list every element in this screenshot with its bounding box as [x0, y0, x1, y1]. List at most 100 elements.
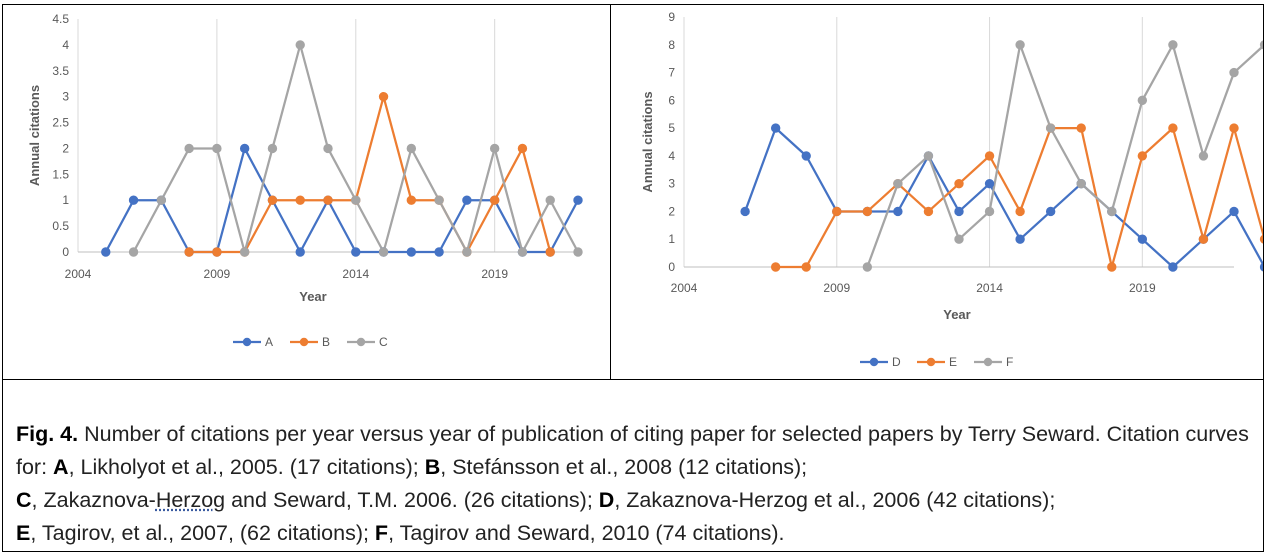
data-point-A: [128, 195, 139, 205]
data-point-B: [378, 91, 389, 102]
data-point-F: [1076, 178, 1086, 189]
data-point-C: [351, 195, 361, 205]
caption-intro: Number of citations per year versus year…: [16, 422, 1249, 479]
data-point-A: [101, 247, 111, 257]
data-point-C: [323, 143, 333, 154]
x-tick-label: 2004: [65, 267, 92, 281]
y-tick-label: 8: [668, 38, 675, 52]
data-point-E: [923, 206, 934, 217]
data-point-B: [267, 195, 278, 205]
data-point-F: [923, 151, 934, 161]
caption-d-text: , Zakaznova-Herzog et al., 2006 (42 cita…: [614, 488, 1056, 512]
legend-label: D: [892, 355, 901, 369]
x-tick-label: 2014: [976, 281, 1003, 295]
y-tick-label: 4.5: [52, 12, 69, 26]
y-tick-label: 3: [62, 90, 69, 104]
data-point-D: [954, 206, 964, 217]
x-axis-title: Year: [299, 289, 326, 304]
y-tick-label: 4: [62, 38, 69, 52]
data-point-B: [489, 195, 500, 205]
legend-item-D: D: [860, 355, 901, 369]
data-point-B: [295, 195, 305, 205]
data-point-F: [984, 206, 995, 217]
data-point-E: [1076, 123, 1086, 133]
data-point-C: [462, 247, 472, 257]
data-point-E: [1229, 123, 1239, 133]
caption-c-underlined: Herzog: [155, 488, 226, 512]
legend-item-E: E: [917, 355, 957, 369]
y-tick-label: 2: [668, 204, 675, 218]
data-point-D: [740, 206, 750, 217]
data-point-B: [517, 143, 528, 154]
data-point-F: [1229, 67, 1239, 78]
data-point-A: [462, 195, 472, 205]
series-line-D: [744, 126, 1263, 269]
legend-label: A: [265, 335, 273, 349]
series-line-E: [775, 126, 1263, 269]
caption-c-text1: , Zakaznova-: [31, 488, 156, 512]
data-point-B: [406, 195, 417, 205]
legend-label: E: [949, 355, 957, 369]
y-tick-label: 3: [668, 177, 675, 191]
data-point-F: [1107, 206, 1117, 217]
data-point-F: [862, 262, 873, 272]
data-point-D: [1229, 206, 1239, 217]
caption-c-label: C: [16, 488, 32, 512]
caption-a-text: , Likholyot et al., 2005. (17 citations)…: [68, 455, 425, 479]
data-point-D: [801, 151, 811, 161]
data-point-E: [801, 262, 811, 272]
series-line-F: [866, 43, 1263, 268]
data-point-A: [406, 247, 417, 257]
data-point-D: [1259, 262, 1263, 272]
legend-item-B: B: [290, 335, 330, 349]
data-point-D: [1168, 262, 1178, 272]
data-point-E: [1137, 151, 1148, 161]
y-tick-label: 2: [62, 141, 69, 155]
y-tick-label: 5: [668, 121, 675, 135]
x-tick-label: 2014: [342, 267, 369, 281]
x-tick-label: 2009: [823, 281, 850, 295]
data-point-B: [323, 195, 333, 205]
data-point-B: [545, 247, 555, 257]
caption-c-text2: and Seward, T.M. 2006. (26 citations);: [225, 488, 599, 512]
x-tick-label: 2004: [671, 281, 698, 295]
data-point-C: [184, 143, 194, 154]
data-point-E: [832, 206, 842, 217]
data-point-F: [954, 234, 964, 244]
data-point-C: [517, 247, 528, 257]
data-point-D: [1137, 234, 1148, 244]
data-point-C: [267, 143, 278, 154]
caption-e-text: , Tagirov, et al., 2007, (62 citations);: [30, 521, 375, 545]
legend-marker: [299, 337, 309, 347]
data-point-C: [128, 247, 139, 257]
series-line-B: [189, 95, 552, 254]
data-point-C: [406, 143, 417, 154]
legend-marker: [983, 357, 993, 367]
y-tick-label: 1: [668, 232, 675, 246]
legend-marker: [242, 337, 252, 347]
chart-left: 0 0.5 1 1.5 2 2.5 3 3.5 4 4.5 2004 2009 2014 2019 Year…: [27, 12, 583, 349]
caption-f-label: F: [374, 521, 389, 545]
data-point-C: [295, 40, 305, 50]
data-point-C: [434, 195, 444, 205]
x-tick-label: 2019: [1129, 281, 1156, 295]
series-line-A: [104, 147, 579, 254]
legend-item-A: A: [233, 335, 273, 349]
caption-fig-label: Fig. 4.: [16, 422, 79, 446]
data-point-E: [954, 178, 964, 189]
legend-marker: [356, 337, 366, 347]
data-point-E: [862, 206, 873, 217]
y-axis-title: Annual citations: [27, 85, 42, 186]
data-point-B: [184, 247, 194, 257]
data-point-D: [770, 123, 781, 133]
data-point-C: [239, 247, 250, 257]
y-tick-label: 0.5: [52, 219, 69, 233]
data-point-F: [893, 178, 903, 189]
y-tick-label: 1.5: [52, 167, 69, 181]
data-point-F: [1137, 95, 1148, 106]
data-point-C: [489, 143, 500, 154]
y-tick-label: 4: [668, 149, 675, 163]
data-point-E: [1015, 206, 1025, 217]
data-point-C: [212, 143, 222, 154]
data-point-E: [1259, 234, 1263, 244]
